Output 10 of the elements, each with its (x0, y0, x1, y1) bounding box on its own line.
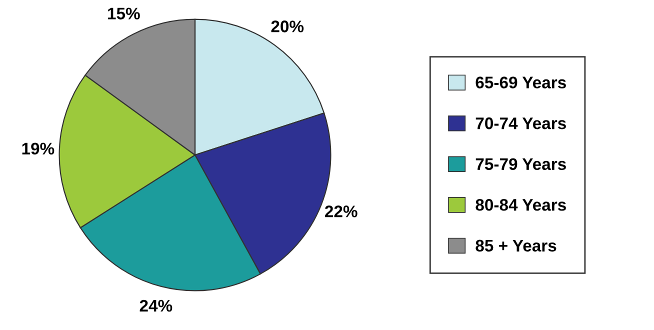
data-label: 19% (22, 142, 54, 155)
legend-label: 85 + Years (476, 240, 556, 252)
legend-label: 70-74 Years (476, 117, 566, 130)
data-label: 15% (108, 8, 140, 20)
legend-label: 80-84 Years (476, 199, 566, 211)
legend-label: 65-69 Years (476, 76, 566, 88)
data-label: 20% (271, 20, 304, 32)
legend-label: 75-79 Years (476, 158, 566, 170)
data-label: 24% (140, 300, 172, 312)
data-label: 22% (325, 206, 358, 218)
